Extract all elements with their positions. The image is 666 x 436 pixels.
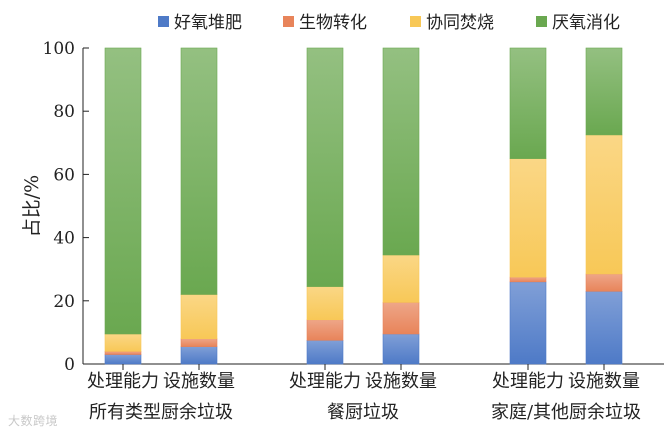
x-tick-label: 处理能力 xyxy=(289,371,361,392)
y-tick-label-100: 100 xyxy=(43,39,75,59)
bar-segment xyxy=(104,47,142,335)
bar-segment xyxy=(306,319,344,341)
legend-label: 协同焚烧 xyxy=(426,13,494,33)
bar-segment xyxy=(104,333,142,352)
bar-segment xyxy=(585,134,623,275)
y-tick-label-80: 80 xyxy=(53,102,75,122)
legend-swatch xyxy=(283,16,294,27)
y-tick-label-20: 20 xyxy=(53,292,75,312)
x-tick-label: 设施数量 xyxy=(163,371,235,392)
legend-swatch xyxy=(410,16,421,27)
bar-segment xyxy=(180,294,218,340)
bar-segment xyxy=(104,351,142,355)
bar-segment xyxy=(306,47,344,287)
legend-label: 生物转化 xyxy=(299,13,367,33)
y-tick-label-40: 40 xyxy=(53,229,75,249)
bar-segment xyxy=(585,47,623,136)
bar-segment xyxy=(509,47,547,159)
bar-segment xyxy=(585,273,623,292)
bar-segment xyxy=(180,346,218,365)
watermark-text: 大数跨境 xyxy=(8,414,59,428)
x-tick-label: 处理能力 xyxy=(87,371,159,392)
bar-segment xyxy=(382,47,420,256)
bar-segment xyxy=(180,338,218,347)
bar-segment xyxy=(104,354,142,365)
legend-label: 厌氧消化 xyxy=(552,13,620,33)
bar-segment xyxy=(509,158,547,278)
y-tick-label-0: 0 xyxy=(64,355,75,375)
legend-swatch xyxy=(536,16,547,27)
bar-segment xyxy=(180,47,218,295)
bar-segment xyxy=(382,302,420,335)
x-tick-label: 处理能力 xyxy=(492,371,564,392)
x-tick-label: 设施数量 xyxy=(568,371,640,392)
bar-segment xyxy=(306,339,344,365)
x-tick-label: 设施数量 xyxy=(365,371,437,392)
group-label: 家庭/其他厨余垃圾 xyxy=(491,402,641,423)
bar-segment xyxy=(306,286,344,321)
bar-segment xyxy=(382,333,420,365)
bar-segment xyxy=(509,281,547,365)
y-axis-label: 占比/% xyxy=(21,175,43,237)
legend-label: 好氧堆肥 xyxy=(174,13,242,33)
bar-segment xyxy=(382,254,420,303)
bar-segment xyxy=(585,291,623,365)
group-label: 餐厨垃圾 xyxy=(327,402,399,423)
group-label: 所有类型厨余垃圾 xyxy=(89,402,233,423)
y-tick-label-60: 60 xyxy=(53,165,75,185)
legend-swatch xyxy=(158,16,169,27)
bar-segment xyxy=(509,276,547,283)
